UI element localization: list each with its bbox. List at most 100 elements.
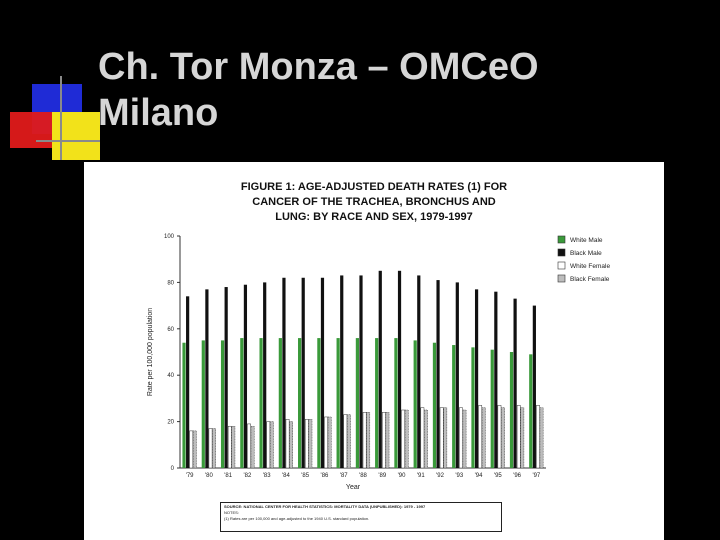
bar-white-male (490, 349, 494, 468)
notes-line: (1) Rates are per 100,000 and age-adjust… (224, 516, 370, 521)
bar-black-female (520, 407, 525, 469)
bar-white-female (420, 407, 425, 469)
legend-label: Black Male (570, 250, 602, 257)
x-tick-label: '85 (301, 473, 309, 479)
bar-black-male (455, 282, 459, 468)
bar-white-female (516, 405, 521, 469)
bar-black-female (385, 412, 390, 469)
x-tick-label: '79 (186, 473, 194, 479)
bar-black-male (301, 277, 305, 468)
slide-title: Ch. Tor Monza – OMCeO Milano (98, 46, 539, 134)
notes-label: NOTES: (224, 510, 239, 515)
bar-white-male (432, 342, 437, 468)
bar-black-female (347, 414, 351, 469)
bar-white-female (247, 423, 251, 469)
legend-label: Black Female (570, 276, 610, 283)
bar-black-female (462, 409, 467, 469)
legend-swatch-black-male (557, 248, 566, 257)
bar-white-male (298, 338, 302, 468)
source-notes: SOURCE: NATIONAL CENTER FOR HEALTH STATI… (220, 502, 502, 532)
bar-black-male (359, 275, 363, 468)
bar-white-female (266, 421, 271, 469)
chart-title-line-1: FIGURE 1: AGE-ADJUSTED DEATH RATES (1) F… (240, 181, 508, 193)
bar-white-female (227, 425, 232, 469)
bar-white-male (413, 340, 417, 468)
bar-black-male (474, 289, 479, 468)
figure-panel: FIGURE 1: AGE-ADJUSTED DEATH RATES (1) F… (84, 162, 664, 540)
x-tick-label: '86 (321, 473, 329, 479)
decor-red-square (10, 112, 52, 148)
x-tick-label: '87 (340, 473, 348, 479)
bar-black-female (539, 407, 544, 469)
y-tick-label: 80 (167, 280, 174, 286)
decor-horizontal-line (36, 140, 100, 142)
y-tick-label: 20 (167, 420, 174, 426)
bar-black-female (481, 407, 486, 469)
bar-white-male (240, 338, 244, 468)
bar-black-male (263, 282, 267, 468)
y-tick-label: 100 (164, 234, 175, 240)
y-tick-label: 40 (167, 373, 174, 379)
bar-white-female (343, 414, 348, 469)
bar-white-male (471, 347, 475, 468)
x-tick-label: '97 (532, 473, 540, 479)
legend-swatch-white-female (557, 261, 566, 270)
x-tick-label: '94 (475, 473, 483, 479)
bar-black-male (378, 270, 382, 468)
x-axis-label: Year (346, 484, 361, 491)
bar-black-male (186, 296, 190, 468)
bar-white-male (529, 354, 533, 468)
bar-white-male (336, 338, 340, 468)
y-axis-label: Rate per 100,000 population (147, 308, 154, 396)
bar-chart: 0 20 40 60 80 100 Rate per 100,000 population '… (147, 234, 610, 491)
bar-black-male (494, 291, 498, 468)
legend-swatch-black-female (557, 274, 566, 283)
bar-white-female (285, 419, 290, 469)
x-tick-label: '81 (224, 473, 232, 479)
bar-black-male (397, 270, 402, 468)
bar-white-female (536, 405, 540, 469)
bar-white-male (317, 338, 321, 468)
bar-black-male (282, 277, 286, 468)
bar-black-male (243, 284, 248, 468)
x-tick-label: '88 (359, 473, 367, 479)
bar-white-male (220, 340, 225, 468)
y-tick-label: 60 (167, 327, 174, 333)
legend-label: White Male (570, 237, 603, 244)
bar-black-male (513, 298, 517, 468)
bar-white-female (439, 407, 444, 469)
bar-black-female (231, 425, 236, 469)
bar-white-female (189, 430, 194, 469)
bar-white-male (201, 340, 205, 468)
bar-white-male (259, 338, 263, 468)
bar-white-male (509, 352, 514, 468)
bar-black-female (250, 425, 255, 469)
chart-title: FIGURE 1: AGE-ADJUSTED DEATH RATES (1) F… (84, 180, 664, 225)
bar-black-female (270, 421, 274, 469)
chart-title-line-2: CANCER OF THE TRACHEA, BRONCHUS AND (252, 196, 496, 208)
decor-vertical-line (60, 76, 62, 160)
x-tick-label: '89 (378, 473, 386, 479)
bar-black-female (404, 409, 409, 469)
x-tick-label: '95 (494, 473, 502, 479)
legend-swatch-white-male (557, 235, 566, 244)
bar-white-female (208, 428, 213, 469)
bar-black-female (501, 407, 505, 469)
bar-black-female (443, 407, 448, 469)
bar-black-male (320, 277, 325, 468)
legend-label: White Female (570, 263, 610, 270)
bar-black-male (340, 275, 344, 468)
bar-white-male (182, 342, 186, 468)
bar-white-male (278, 338, 282, 468)
x-tick-label: '91 (417, 473, 425, 479)
bar-black-female (308, 419, 313, 469)
bar-black-female (212, 428, 216, 469)
bar-black-male (436, 280, 440, 468)
bar-black-male (224, 287, 228, 468)
bar-white-female (382, 412, 386, 469)
x-tick-label: '90 (398, 473, 406, 479)
x-tick-label: '96 (513, 473, 521, 479)
source-line: SOURCE: NATIONAL CENTER FOR HEALTH STATI… (224, 504, 426, 509)
bar-black-female (192, 430, 197, 469)
bar-black-female (366, 412, 371, 469)
